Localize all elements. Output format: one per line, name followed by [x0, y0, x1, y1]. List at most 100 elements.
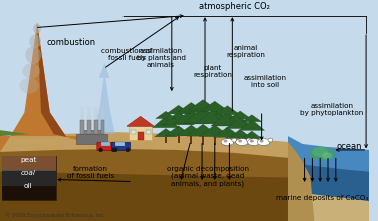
Polygon shape [0, 23, 88, 152]
Ellipse shape [308, 147, 336, 161]
Ellipse shape [80, 107, 84, 110]
Polygon shape [241, 131, 263, 139]
Polygon shape [0, 172, 288, 221]
Polygon shape [153, 116, 179, 128]
Circle shape [113, 148, 117, 152]
Text: formation
of fossil fuels: formation of fossil fuels [67, 166, 115, 179]
Ellipse shape [33, 24, 41, 33]
Bar [80, 120, 84, 134]
Bar [202, 136, 204, 145]
Text: coal: coal [21, 170, 36, 176]
Bar [226, 142, 227, 146]
Polygon shape [178, 103, 205, 112]
Bar [191, 136, 192, 144]
Polygon shape [37, 23, 67, 137]
Text: animal
respiration: animal respiration [226, 45, 265, 58]
Bar [226, 137, 228, 145]
Polygon shape [127, 116, 154, 126]
Polygon shape [211, 112, 244, 126]
Polygon shape [288, 136, 369, 221]
Ellipse shape [257, 139, 270, 145]
Ellipse shape [80, 110, 84, 114]
Text: combustion: combustion [47, 38, 96, 47]
Polygon shape [215, 106, 240, 115]
Bar [101, 142, 110, 146]
Bar [2, 156, 56, 171]
Bar [243, 142, 245, 146]
Polygon shape [184, 107, 222, 123]
Bar [241, 142, 242, 146]
Circle shape [126, 148, 130, 152]
Text: organic decomposition
(animal waste, dead
animals, and plants): organic decomposition (animal waste, dea… [167, 166, 249, 187]
Polygon shape [288, 162, 369, 221]
Bar [255, 142, 256, 146]
Ellipse shape [87, 114, 91, 118]
Polygon shape [199, 125, 230, 136]
Text: ocean: ocean [337, 143, 362, 151]
Bar [87, 120, 91, 134]
Polygon shape [156, 111, 176, 118]
Polygon shape [155, 128, 177, 137]
Bar [115, 142, 125, 146]
Polygon shape [242, 115, 262, 122]
Polygon shape [288, 142, 314, 221]
Text: atmospheric CO₂: atmospheric CO₂ [199, 2, 270, 11]
Ellipse shape [268, 138, 273, 142]
Ellipse shape [80, 114, 84, 118]
Bar [249, 142, 250, 146]
Ellipse shape [20, 78, 39, 94]
Text: assimilation
by plants and
animals: assimilation by plants and animals [136, 48, 186, 68]
Ellipse shape [260, 139, 263, 143]
Ellipse shape [258, 138, 263, 142]
Ellipse shape [250, 139, 254, 143]
Ellipse shape [25, 46, 41, 64]
Text: © 2008 Encyclopædia Britannica, Inc.: © 2008 Encyclopædia Britannica, Inc. [5, 212, 105, 218]
Polygon shape [201, 101, 229, 111]
Ellipse shape [312, 147, 328, 157]
Bar [246, 142, 248, 146]
Bar [214, 136, 216, 145]
Text: plant
respiration: plant respiration [194, 65, 232, 78]
Bar [2, 170, 56, 171]
Bar [265, 142, 266, 146]
Bar [262, 142, 263, 146]
Bar [146, 130, 151, 134]
Polygon shape [0, 130, 29, 136]
Polygon shape [99, 63, 109, 78]
Ellipse shape [238, 139, 242, 143]
Bar [94, 120, 98, 134]
Polygon shape [163, 111, 195, 125]
Text: combustion of
fossil fuels: combustion of fossil fuels [101, 48, 153, 61]
Bar [251, 139, 253, 145]
Ellipse shape [94, 110, 98, 114]
Bar [229, 142, 230, 146]
Circle shape [111, 148, 115, 152]
Ellipse shape [232, 138, 237, 142]
Ellipse shape [322, 152, 332, 159]
FancyBboxPatch shape [97, 142, 116, 151]
Polygon shape [174, 109, 209, 124]
Circle shape [98, 148, 103, 152]
Bar [2, 187, 56, 200]
Bar [2, 156, 56, 200]
Bar [178, 136, 180, 143]
Ellipse shape [22, 63, 40, 79]
Polygon shape [226, 116, 254, 129]
Text: peat: peat [20, 157, 37, 163]
Polygon shape [196, 108, 233, 124]
Ellipse shape [94, 107, 98, 110]
Bar [232, 142, 233, 146]
Polygon shape [93, 78, 115, 134]
Ellipse shape [248, 139, 260, 145]
Polygon shape [187, 124, 219, 136]
Ellipse shape [87, 107, 91, 110]
Ellipse shape [101, 110, 104, 114]
Text: assimilation
into soil: assimilation into soil [244, 75, 287, 88]
Polygon shape [288, 191, 369, 221]
Text: assimilation
by phytoplankton: assimilation by phytoplankton [300, 103, 364, 116]
Bar [259, 142, 260, 146]
Text: marine deposits of CaCO₃: marine deposits of CaCO₃ [276, 195, 368, 201]
Bar [165, 137, 167, 143]
Bar [239, 138, 241, 145]
Bar [258, 142, 259, 146]
